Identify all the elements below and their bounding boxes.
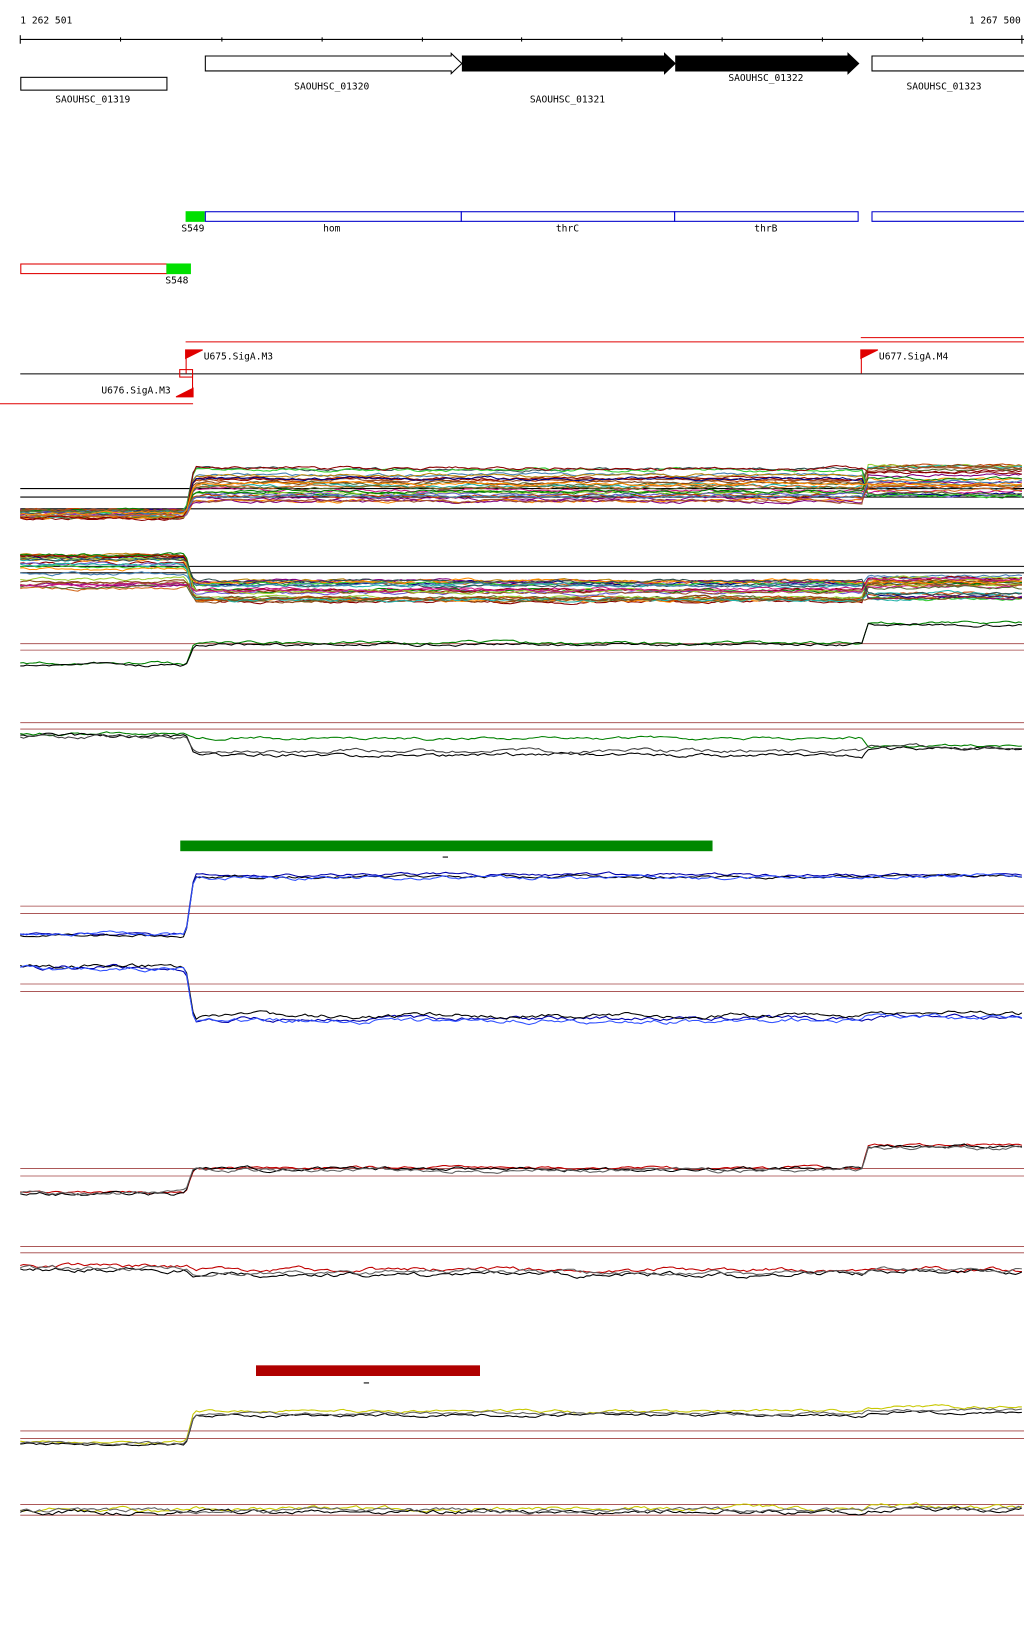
expression-trace	[20, 1264, 1022, 1277]
expression-trace	[20, 466, 1023, 514]
operon-box[interactable]	[674, 211, 859, 222]
expression-trace	[20, 579, 1022, 602]
gene-label: SAOUHSC_01322	[728, 73, 803, 84]
expression-trace	[20, 1410, 1022, 1447]
expression-trace	[20, 1505, 1023, 1515]
expression-trace	[20, 1143, 1022, 1196]
expression-trace	[20, 964, 1023, 1026]
operon-box[interactable]	[871, 211, 1024, 222]
expression-trace	[20, 733, 1022, 755]
operon-label: S548	[165, 276, 188, 287]
operon-boxes	[204, 211, 1024, 222]
expression-trace	[20, 1404, 1022, 1445]
feature-green[interactable]	[185, 211, 205, 222]
expression-trace	[20, 557, 1022, 597]
gene-box[interactable]	[20, 76, 168, 91]
expression-trace	[20, 571, 1022, 588]
operon-label: thrB	[754, 223, 777, 234]
expression-trace	[20, 491, 1022, 518]
expression-trace	[20, 873, 1022, 937]
feature-green[interactable]	[166, 263, 191, 275]
ruler-end: 1 267 500	[969, 15, 1021, 26]
region-bar[interactable]	[180, 840, 713, 852]
gene-arrow[interactable]	[204, 52, 463, 75]
expression-traces	[20, 463, 1024, 1517]
promoter-flag[interactable]	[860, 349, 879, 374]
ruler	[19, 35, 1024, 44]
expression-trace	[20, 871, 1022, 937]
promoter-label: U677.SigA.M4	[879, 351, 949, 362]
expression-trace	[20, 562, 1022, 603]
operon-label: hom	[323, 223, 341, 234]
feature-red[interactable]	[20, 263, 168, 275]
expression-trace	[20, 1407, 1022, 1446]
operon-box[interactable]	[460, 211, 676, 222]
gene-box[interactable]	[871, 55, 1024, 72]
expression-trace	[20, 1145, 1023, 1196]
gene-label: SAOUHSC_01321	[530, 94, 605, 105]
operon-label: S549	[181, 223, 204, 234]
expression-trace	[20, 622, 1022, 668]
gene-label: SAOUHSC_01319	[55, 94, 130, 105]
expression-trace	[20, 556, 1022, 595]
expression-trace	[20, 963, 1023, 1023]
expression-trace	[20, 1262, 1022, 1274]
region-bar[interactable]	[256, 1365, 480, 1376]
ruler-start: 1 262 501	[20, 15, 72, 26]
gene-label: SAOUHSC_01320	[294, 82, 369, 93]
expression-trace	[20, 480, 1023, 516]
promoter-flag[interactable]	[175, 373, 194, 398]
expression-trace	[20, 731, 1022, 749]
operon-box[interactable]	[204, 211, 462, 222]
gene-arrow[interactable]	[675, 52, 860, 75]
expression-trace	[20, 576, 1022, 601]
operon-label: thrC	[556, 223, 579, 234]
promoter-label: U676.SigA.M3	[101, 386, 171, 397]
gene-label: SAOUHSC_01323	[906, 82, 981, 93]
gene-arrow[interactable]	[461, 52, 676, 75]
promoter-label: U675.SigA.M3	[204, 351, 274, 362]
